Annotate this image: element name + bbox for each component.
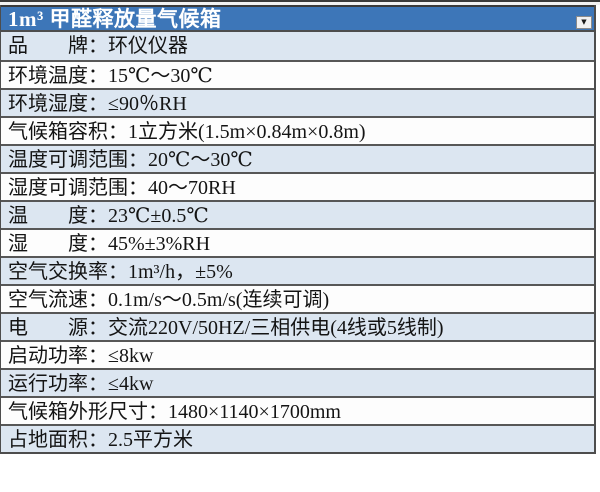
spec-label: 气候箱容积: [8, 121, 108, 143]
spec-label: 空气流速: [8, 289, 88, 311]
spec-value: 交流220V/50HZ/三相供电(4线或5线制): [108, 317, 444, 339]
spec-colon: ：: [88, 205, 108, 227]
spec-label: 湿度可调范围: [8, 177, 128, 199]
spec-row[interactable]: 气候箱外形尺寸：1480×1140×1700mm: [1, 396, 594, 424]
spec-row[interactable]: 气候箱容积：1立方米(1.5m×0.84m×0.8m): [1, 116, 594, 144]
spec-colon: ：: [108, 261, 128, 283]
spec-label: 温 度: [8, 205, 88, 227]
spec-label: 启动功率: [8, 345, 88, 367]
spec-colon: ：: [88, 233, 108, 255]
table-header-row: 1m³ 甲醛释放量气候箱 ▼: [1, 5, 594, 32]
spec-value: 1m³/h，±5%: [128, 261, 233, 283]
spec-value: 1立方米(1.5m×0.84m×0.8m): [128, 121, 366, 143]
spec-row[interactable]: 环境湿度：≤90％RH: [1, 88, 594, 116]
spec-colon: ：: [88, 429, 108, 451]
spec-label: 湿 度: [8, 233, 88, 255]
spec-colon: ：: [148, 401, 168, 423]
spec-value: 1480×1140×1700mm: [168, 401, 341, 423]
filter-dropdown-button[interactable]: ▼: [576, 16, 592, 29]
spec-value: 2.5平方米: [108, 429, 193, 451]
spec-value: ≤8kw: [108, 345, 154, 367]
top-edge-strip: [0, 0, 600, 5]
spec-row[interactable]: 温度可调范围：20℃～30℃: [1, 144, 594, 172]
spec-colon: ：: [128, 149, 148, 171]
spec-row[interactable]: 占地面积：2.5平方米: [1, 424, 594, 452]
spec-row[interactable]: 运行功率：≤4kw: [1, 368, 594, 396]
spec-row[interactable]: 湿 度：45%±3%RH: [1, 228, 594, 256]
spec-colon: ：: [88, 289, 108, 311]
spec-row[interactable]: 湿度可调范围：40～70RH: [1, 172, 594, 200]
spec-value: ≤90％RH: [108, 93, 187, 115]
spec-value: 40～70RH: [148, 177, 236, 199]
chevron-down-icon: ▼: [581, 18, 587, 26]
spec-value: 0.1m/s～0.5m/s(连续可调): [108, 289, 330, 311]
spec-colon: ：: [88, 345, 108, 367]
spec-colon: ：: [108, 121, 128, 143]
spec-row[interactable]: 启动功率：≤8kw: [1, 340, 594, 368]
spec-colon: ：: [88, 93, 108, 115]
spec-value: 45%±3%RH: [108, 233, 211, 255]
spec-value: 环仪仪器: [108, 35, 188, 57]
table-title: 1m³ 甲醛释放量气候箱: [8, 7, 222, 31]
spec-label: 占地面积: [8, 429, 88, 451]
spec-row[interactable]: 品 牌：环仪仪器: [1, 32, 594, 60]
spec-row[interactable]: 空气交换率：1m³/h，±5%: [1, 256, 594, 284]
spec-row[interactable]: 空气流速：0.1m/s～0.5m/s(连续可调): [1, 284, 594, 312]
spec-row[interactable]: 电 源：交流220V/50HZ/三相供电(4线或5线制): [1, 312, 594, 340]
spec-value: ≤4kw: [108, 373, 154, 395]
spec-rows: 品 牌：环仪仪器 环境温度：15℃～30℃ 环境湿度：≤90％RH 气候箱容积：1立方…: [1, 32, 594, 452]
spec-label: 气候箱外形尺寸: [8, 401, 148, 423]
spec-label: 品 牌: [8, 35, 88, 57]
spec-table: 1m³ 甲醛释放量气候箱 ▼ 品 牌：环仪仪器 环境温度：15℃～30℃ 环境湿度：…: [0, 5, 596, 454]
spec-colon: ：: [88, 65, 108, 87]
spec-row[interactable]: 环境温度：15℃～30℃: [1, 60, 594, 88]
spec-colon: ：: [88, 373, 108, 395]
spec-label: 空气交换率: [8, 261, 108, 283]
spec-label: 温度可调范围: [8, 149, 128, 171]
spec-label: 电 源: [8, 317, 88, 339]
spec-row[interactable]: 温 度：23℃±0.5℃: [1, 200, 594, 228]
spec-colon: ：: [128, 177, 148, 199]
spec-value: 15℃～30℃: [108, 65, 213, 87]
spec-colon: ：: [88, 35, 108, 57]
spec-label: 环境温度: [8, 65, 88, 87]
spec-value: 23℃±0.5℃: [108, 205, 209, 227]
spec-label: 环境湿度: [8, 93, 88, 115]
spec-colon: ：: [88, 317, 108, 339]
spec-label: 运行功率: [8, 373, 88, 395]
spec-value: 20℃～30℃: [148, 149, 253, 171]
